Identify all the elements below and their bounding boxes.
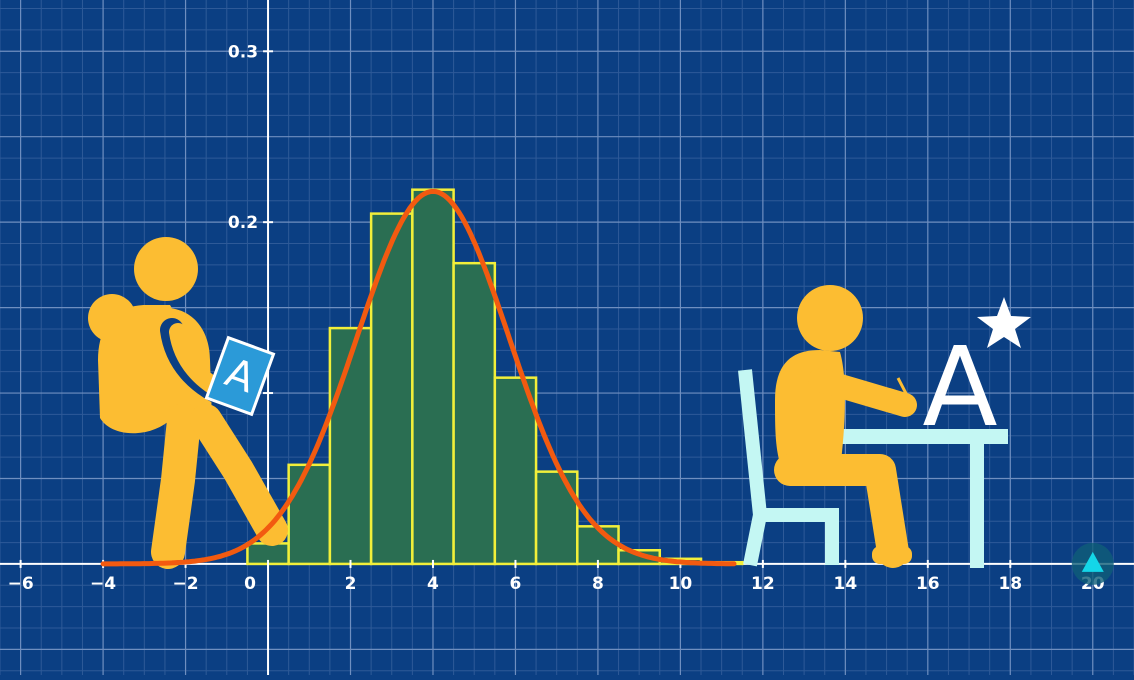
x-tick-label: 2 bbox=[345, 574, 357, 594]
pencil-icon bbox=[896, 377, 914, 406]
triangle-marker-icon[interactable] bbox=[1081, 551, 1104, 572]
histogram-bar-1 bbox=[287, 463, 332, 566]
histogram-bar-8 bbox=[576, 525, 620, 566]
histogram-bar-4 bbox=[411, 188, 455, 566]
histogram-bar-3 bbox=[369, 212, 414, 566]
x-tick-label: −6 bbox=[8, 574, 34, 594]
x-tick-label: 4 bbox=[427, 574, 439, 594]
star-icon bbox=[977, 297, 1031, 348]
x-tick-label: −4 bbox=[90, 574, 116, 594]
x-tick-label: 12 bbox=[751, 574, 775, 594]
histogram-bar-2 bbox=[328, 326, 373, 566]
x-tick-label: 10 bbox=[669, 574, 693, 594]
x-tick-label: 18 bbox=[998, 574, 1022, 594]
histogram-bar-6 bbox=[493, 376, 538, 566]
x-tick-label: 16 bbox=[916, 574, 940, 594]
grade-letter: A bbox=[922, 323, 997, 451]
desk-icon bbox=[838, 429, 1008, 568]
histogram-bar-7 bbox=[534, 470, 579, 566]
x-tick-label: −2 bbox=[173, 574, 199, 594]
chair-icon bbox=[738, 369, 839, 567]
slider-point[interactable] bbox=[1071, 542, 1114, 585]
y-tick-label: 0.2 bbox=[228, 213, 258, 233]
x-tick-label: 14 bbox=[834, 574, 858, 594]
histogram-bar-5 bbox=[452, 261, 497, 566]
book-icon: A bbox=[204, 335, 276, 417]
student-writing-at-desk-icon bbox=[774, 285, 917, 568]
tick-labels: −6−4−2024681012141618200.20.3 bbox=[8, 42, 1105, 594]
x-tick-label: 0 bbox=[244, 574, 256, 594]
normal-curve bbox=[100, 188, 737, 567]
y-tick-label: 0.3 bbox=[228, 42, 258, 62]
x-tick-label: 6 bbox=[510, 574, 522, 594]
x-tick-label: 8 bbox=[592, 574, 604, 594]
